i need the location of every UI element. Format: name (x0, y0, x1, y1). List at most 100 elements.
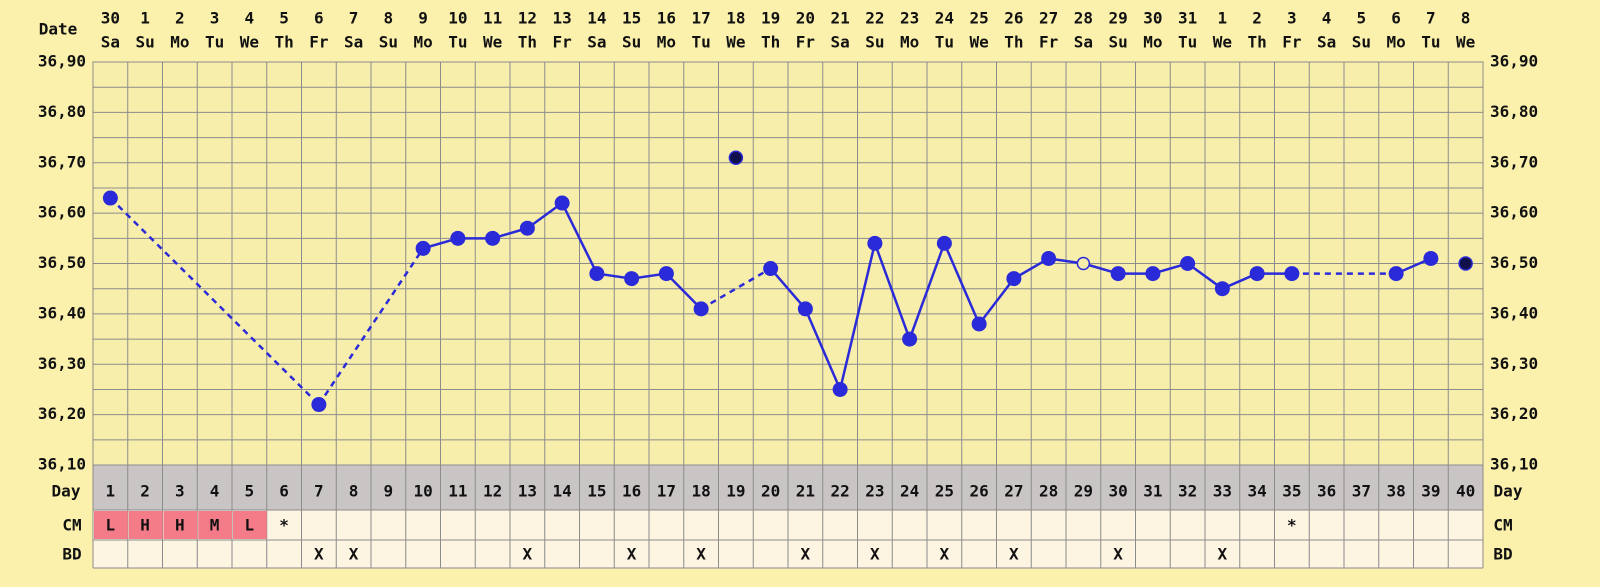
temperature-point (1423, 250, 1439, 266)
cm-label: CM (1493, 516, 1512, 535)
date-number: 11 (483, 9, 502, 28)
y-tick-label: 36,20 (38, 404, 86, 423)
y-tick-label: 36,60 (1490, 203, 1538, 222)
day-number: 3 (175, 482, 185, 501)
day-number: 37 (1352, 482, 1371, 501)
line-segment (804, 308, 842, 390)
weekday: Mo (1143, 33, 1162, 52)
date-number: 18 (726, 9, 745, 28)
weekday: Su (135, 33, 154, 52)
day-number: 29 (1074, 482, 1093, 501)
temperature-point (624, 271, 640, 287)
day-number: 10 (413, 482, 432, 501)
weekday: Fr (796, 33, 815, 52)
date-number: 9 (418, 9, 428, 28)
bd-mark: X (801, 545, 811, 564)
weekday: Tu (1178, 33, 1197, 52)
weekday: Th (1004, 33, 1023, 52)
weekday: Tu (448, 33, 467, 52)
day-number: 21 (796, 482, 815, 501)
day-number: 35 (1282, 482, 1301, 501)
weekday: We (969, 33, 988, 52)
date-number: 1 (140, 9, 150, 28)
line-segment (561, 202, 598, 275)
weekday: Sa (1317, 33, 1336, 52)
date-number: 5 (1357, 9, 1367, 28)
day-number: 31 (1143, 482, 1162, 501)
date-number: 4 (1322, 9, 1332, 28)
bd-mark: X (523, 545, 533, 564)
y-tick-label: 36,10 (38, 455, 86, 474)
date-number: 6 (314, 9, 324, 28)
bd-mark: X (627, 545, 637, 564)
weekday: Sa (101, 33, 120, 52)
date-number: 3 (210, 9, 220, 28)
date-number: 28 (1074, 9, 1093, 28)
day-number: 27 (1004, 482, 1023, 501)
temperature-point (415, 240, 431, 256)
temperature-point (1110, 266, 1126, 282)
date-number: 27 (1039, 9, 1058, 28)
temperature-point (485, 230, 501, 246)
weekday: Su (1108, 33, 1127, 52)
date-number: 5 (279, 9, 289, 28)
date-label: Date (39, 20, 78, 39)
day-label: Day (52, 482, 81, 501)
day-number: 32 (1178, 482, 1197, 501)
cm-mark: H (175, 516, 185, 535)
temperature-point (832, 381, 848, 397)
day-number: 19 (726, 482, 745, 501)
date-number: 26 (1004, 9, 1023, 28)
temperature-point (1006, 271, 1022, 287)
day-number: 39 (1421, 482, 1440, 501)
weekday: Sa (587, 33, 606, 52)
weekday: We (240, 33, 259, 52)
weekday: Th (1247, 33, 1266, 52)
day-number: 11 (448, 482, 467, 501)
day-number: 28 (1039, 482, 1058, 501)
date-number: 2 (175, 9, 185, 28)
day-number: 2 (140, 482, 150, 501)
day-number: 15 (587, 482, 606, 501)
y-tick-label: 36,40 (1490, 303, 1538, 322)
date-number: 14 (587, 9, 606, 28)
date-number: 15 (622, 9, 641, 28)
day-number: 34 (1247, 482, 1266, 501)
day-number: 1 (106, 482, 116, 501)
day-number: 8 (349, 482, 359, 501)
y-tick-label: 36,10 (1490, 455, 1538, 474)
weekday: Fr (309, 33, 328, 52)
weekday: Th (761, 33, 780, 52)
weekday: Mo (1386, 33, 1405, 52)
temperature-point (1388, 266, 1404, 282)
date-number: 22 (865, 9, 884, 28)
day-number: 18 (691, 482, 710, 501)
excluded-point (1458, 256, 1473, 271)
temperature-point (1041, 250, 1057, 266)
bd-mark: X (314, 545, 324, 564)
bd-mark: X (349, 545, 359, 564)
weekday: Fr (1282, 33, 1301, 52)
line-segment (665, 272, 703, 310)
date-number: 12 (518, 9, 537, 28)
weekday: We (1456, 33, 1475, 52)
temperature-point (102, 190, 118, 206)
date-number: 6 (1391, 9, 1401, 28)
temperature-point (693, 301, 709, 317)
y-tick-label: 36,80 (1490, 102, 1538, 121)
day-number: 20 (761, 482, 780, 501)
weekday: Sa (1074, 33, 1093, 52)
y-tick-label: 36,50 (1490, 253, 1538, 272)
weekday: Sa (830, 33, 849, 52)
date-number: 8 (1461, 9, 1471, 28)
cm-mark: L (106, 516, 116, 535)
date-number: 2 (1252, 9, 1262, 28)
day-number: 6 (279, 482, 289, 501)
y-tick-label: 36,40 (38, 303, 86, 322)
temperature-point (450, 230, 466, 246)
date-number: 24 (935, 9, 954, 28)
weekday: Su (1352, 33, 1371, 52)
bd-label: BD (1493, 545, 1512, 564)
date-number: 13 (552, 9, 571, 28)
temperature-point (554, 195, 570, 211)
